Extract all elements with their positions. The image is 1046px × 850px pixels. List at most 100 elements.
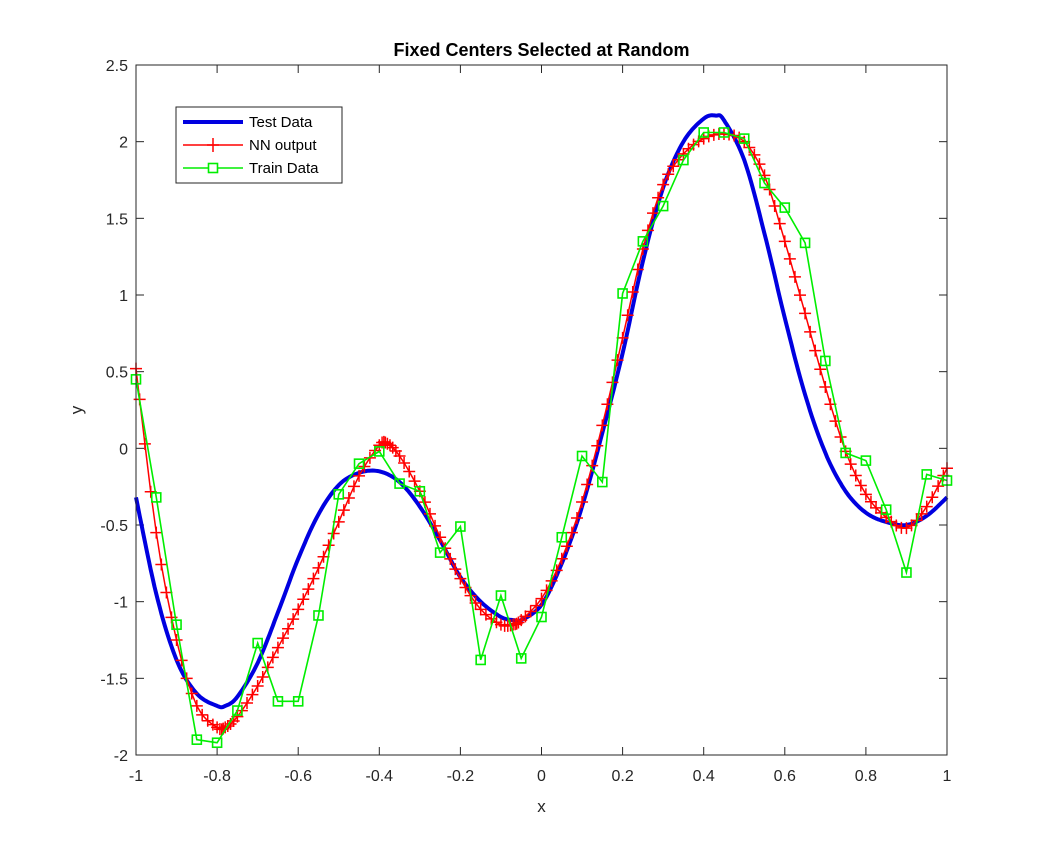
x-tick-label: 0.4 [693, 768, 715, 785]
nn-output-point [864, 495, 877, 508]
legend-marker [207, 162, 219, 174]
nn-output-point [138, 437, 151, 450]
nn-output-point [662, 168, 675, 181]
series-train-data [130, 127, 953, 749]
legend-label: Test Data [249, 114, 313, 131]
train-data-point [880, 504, 892, 515]
nn-output-point [809, 344, 822, 357]
nn-output-point [530, 599, 543, 612]
nn-output-point [854, 479, 867, 492]
nn-output-point [297, 593, 310, 606]
legend-label: NN output [249, 137, 317, 154]
y-tick-label: 2 [119, 135, 128, 152]
nn-output-point [241, 697, 254, 710]
train-data-point [252, 637, 263, 649]
y-tick-label: 0.5 [106, 365, 128, 382]
nn-output-point [555, 552, 568, 565]
x-axis-label: x [537, 797, 546, 816]
y-tick-label: -0.5 [100, 518, 128, 535]
train-data-point [657, 200, 669, 212]
nn-output-point [932, 480, 945, 493]
train-data-point [434, 547, 446, 558]
train-data-point [495, 590, 507, 601]
x-tick-label: -0.6 [284, 768, 312, 785]
x-tick-label: -0.2 [447, 768, 475, 785]
train-data-point [799, 237, 811, 249]
nn-output-point [150, 526, 163, 539]
train-data-point [211, 737, 223, 749]
nn-output-point [576, 496, 589, 508]
train-data-point [718, 127, 730, 138]
x-tick-label: 0.8 [855, 768, 877, 785]
x-tick-label: -0.4 [366, 768, 394, 785]
nn-output-point [626, 286, 639, 299]
nn-output-point [347, 480, 360, 493]
train-data-point [637, 236, 649, 247]
train-data-point [536, 611, 547, 623]
train-data-point [901, 567, 912, 578]
nn-output-point [276, 632, 289, 645]
train-data-point [597, 476, 608, 488]
train-data-point [475, 654, 486, 666]
nn-output-point [667, 160, 680, 173]
x-tick-label: -0.8 [203, 768, 231, 785]
nn-output-point [778, 235, 791, 248]
nn-output-point [859, 488, 872, 501]
train-data-point [738, 133, 750, 144]
train-data-point [455, 521, 466, 532]
train-data-point [576, 450, 588, 462]
nn-output-point [246, 688, 259, 701]
train-data-point [171, 619, 182, 630]
chart-title: Fixed Centers Selected at Random [393, 40, 689, 60]
nn-output-point [444, 552, 457, 565]
train-data-point [759, 177, 770, 189]
train-data-point [150, 492, 162, 503]
train-data-point [860, 455, 872, 466]
x-tick-label: 0.2 [611, 768, 633, 785]
nn-output-point [641, 224, 654, 237]
nn-output-point [915, 507, 928, 520]
nn-output-point [926, 491, 939, 504]
nn-output-point [342, 491, 355, 504]
nn-output-point [844, 458, 857, 471]
train-data-point [414, 485, 426, 497]
nn-output-point [788, 270, 801, 283]
nn-output-point [454, 572, 467, 585]
nn-output-point [287, 613, 300, 626]
nn-output-point [657, 178, 670, 191]
nn-output-point [591, 439, 604, 452]
nn-output-point [155, 558, 168, 571]
nn-output-point [282, 622, 295, 635]
nn-output-point [636, 243, 649, 255]
nn-output-point [302, 583, 315, 596]
nn-output-point [596, 419, 609, 432]
train-data-point [272, 696, 284, 707]
nn-output-point [783, 252, 796, 265]
train-data-point [292, 696, 304, 707]
x-tick-label: 0.6 [774, 768, 796, 785]
nn-output-point [196, 708, 209, 721]
train-data-point [353, 458, 365, 469]
nn-output-point [434, 531, 447, 544]
y-axis-label: y [67, 405, 86, 414]
train-data-point [617, 288, 628, 299]
y-tick-label: -1.5 [100, 671, 128, 688]
nn-output-point [581, 478, 594, 491]
y-tick-label: 2.5 [106, 58, 128, 75]
train-data-point [921, 469, 933, 480]
legend-item: Test Data [183, 114, 313, 131]
nn-output-point [256, 670, 269, 683]
ticks-layer: -1 -0.8 -0.6 -0.4 -0.2 0 0.2 0.4 0.6 0.8 1 -2 -1.5 -1… [100, 58, 951, 785]
nn-output-point [920, 500, 933, 513]
nn-output-point [794, 289, 807, 302]
nn-output-point [512, 616, 525, 629]
nn-output-point [829, 415, 842, 428]
train-data-point [394, 478, 405, 489]
nn-output-point [621, 309, 634, 322]
nn-output-point [190, 699, 203, 712]
nn-output-point [519, 610, 532, 623]
y-tick-label: -2 [114, 748, 128, 765]
nn-output-point [524, 605, 537, 618]
train-data-point [515, 653, 527, 664]
